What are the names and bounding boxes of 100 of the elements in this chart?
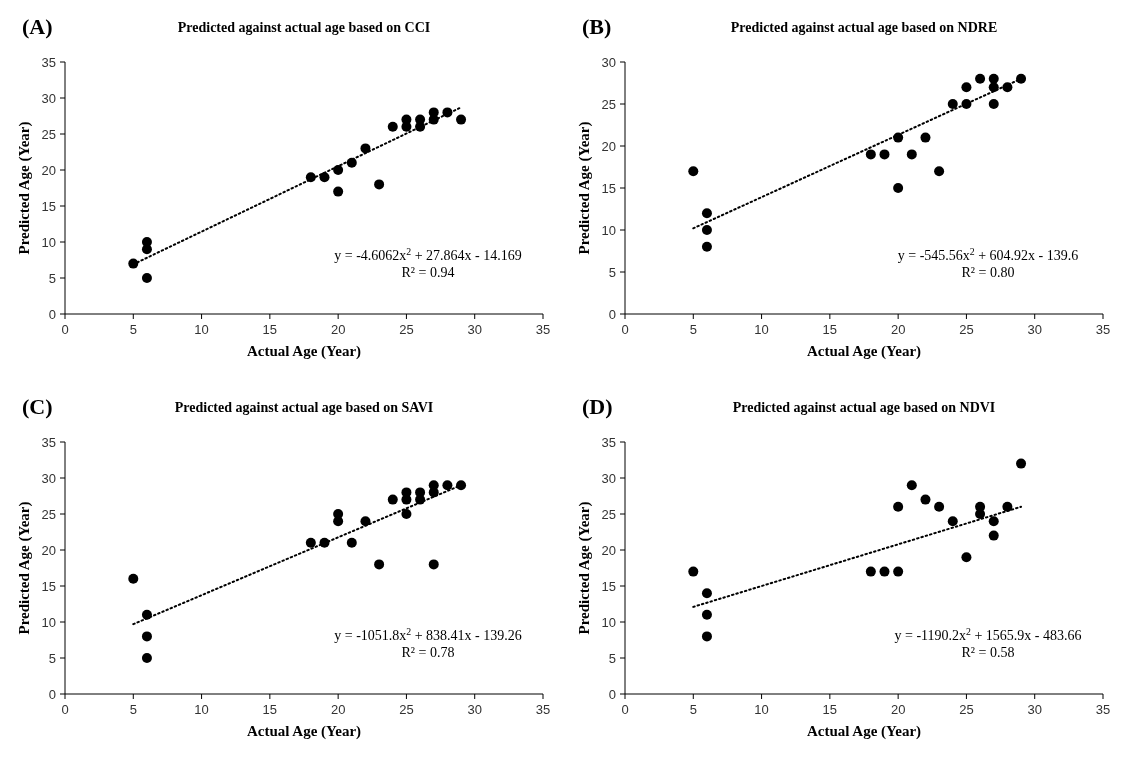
x-axis-title: Actual Age (Year) [806,343,922,360]
chart-title: Predicted against actual age based on SAVI [174,400,434,415]
y-tick-label: 20 [41,542,56,558]
point [701,208,712,219]
point [988,73,999,84]
x-tick-label: 15 [262,702,278,717]
point [988,99,999,109]
x-tick-label: 5 [689,322,697,337]
text: (A) [22,14,53,39]
y-tick-label: 5 [608,650,616,666]
y-axis-title: Predicted Age (Year) [16,121,33,255]
point [456,114,467,125]
annotation: R² = 0.80 [961,265,1015,280]
y-tick-label: 5 [608,264,616,280]
chart-title: Predicted against actual age based on CCI [177,20,431,35]
point [893,501,904,512]
chart-title: Predicted against actual age based on NDVI [732,400,996,415]
point [1016,458,1027,469]
point [947,99,958,109]
y-tick-label: 20 [601,542,616,558]
y-tick-label: 15 [601,180,616,196]
point [961,552,972,563]
y-tick-label: 10 [41,614,56,630]
point [920,494,931,505]
chart-title: Predicted against actual age based on NDRE [730,20,998,35]
y-axis-title: Predicted Age (Year) [576,501,593,635]
y-tick-label: 15 [601,578,616,594]
y-tick-label: 0 [48,686,56,702]
x-axis-title: Actual Age (Year) [246,343,362,360]
point [934,501,945,512]
point [141,631,152,642]
point [906,480,917,491]
annotation: y = -1190.2x$^{2}$ + 1565.9x - 483.66 [894,625,1082,643]
point [374,179,385,190]
point [879,149,890,160]
point [879,566,890,577]
x-tick-label: 30 [467,322,482,337]
point [128,573,139,584]
y-tick-label: 15 [41,198,56,214]
y-tick-label: 0 [48,306,56,322]
point [374,559,385,570]
point [865,566,876,577]
x-tick-label: 15 [822,702,838,717]
x-tick-label: 0 [621,702,629,717]
x-tick-label: 5 [129,702,137,717]
point [893,566,904,577]
y-tick-label: 20 [601,138,616,154]
point [141,244,152,255]
annotation: y = -545.56x$^{2}$ + 604.92x - 139.6 [897,245,1079,263]
y-tick-label: 25 [41,506,56,522]
x-tick-label: 20 [330,702,346,717]
y-tick-label: 25 [41,126,56,142]
annotation: R² = 0.78 [401,645,455,660]
x-tick-label: 25 [399,322,414,337]
point [305,537,316,548]
point [975,509,986,519]
x-tick-label: 20 [890,702,906,717]
point [701,609,712,620]
y-tick-label: 5 [48,650,56,666]
y-tick-label: 25 [601,506,616,522]
y-tick-label: 20 [41,162,56,178]
x-tick-label: 30 [467,702,482,717]
y-tick-label: 10 [41,234,56,250]
y-tick-label: 10 [601,614,616,630]
point [387,494,398,505]
point [387,121,398,132]
annotation: y = -4.6062x$^{2}$ + 27.864x - 14.169 [334,245,522,263]
annotation: y = -1051.8x$^{2}$ + 838.41x - 139.26 [334,625,522,643]
point [442,480,453,491]
x-tick-label: 20 [330,322,346,337]
point [688,566,699,577]
point [988,516,999,527]
point [906,149,917,160]
point [1002,501,1013,512]
annotation: R² = 0.58 [961,645,1015,660]
x-tick-label: 10 [754,322,769,337]
x-tick-label: 15 [262,322,278,337]
x-tick-label: 25 [399,702,414,717]
point [920,132,931,143]
point [947,516,958,527]
y-tick-label: 0 [608,686,616,702]
y-axis-title: Predicted Age (Year) [576,121,593,255]
x-tick-label: 0 [61,322,69,337]
point [865,149,876,160]
y-tick-label: 25 [601,96,616,112]
y-tick-label: 30 [41,470,56,486]
x-tick-label: 5 [129,322,137,337]
point [975,73,986,84]
point [688,166,699,177]
x-tick-label: 15 [822,322,838,337]
x-tick-label: 35 [535,702,551,717]
x-axis-title: Actual Age (Year) [806,723,922,740]
point [141,653,152,663]
x-tick-label: 35 [1095,322,1111,337]
y-tick-label: 0 [608,306,616,322]
point [893,183,904,193]
y-tick-label: 10 [601,222,616,238]
point [701,631,712,642]
y-tick-label: 30 [41,90,56,106]
x-tick-label: 0 [61,702,69,717]
